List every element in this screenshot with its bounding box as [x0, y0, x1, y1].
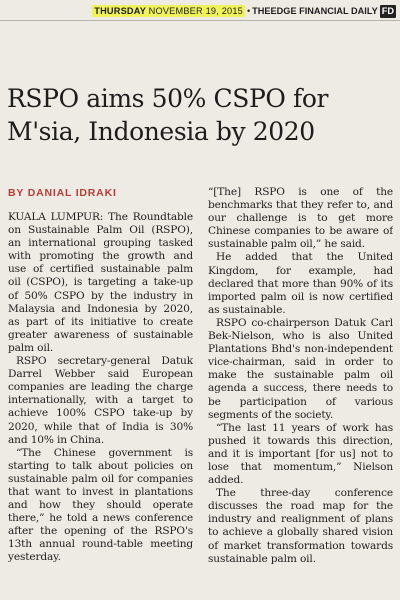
- publication-logo-badge: FD: [379, 5, 396, 18]
- article-paragraph: “The last 11 years of work has pushed it…: [208, 421, 393, 487]
- article-byline: BY DANIAL IDRAKI: [8, 187, 117, 199]
- article-paragraph: RSPO secretary-general Datuk Darrel Webb…: [8, 355, 193, 446]
- article-paragraph: The three-day conference discusses the r…: [208, 487, 393, 565]
- masthead-publication: THEEDGE FINANCIAL DAILY: [252, 6, 378, 16]
- article-column-left: BY DANIAL IDRAKI KUALA LUMPUR: The Round…: [8, 186, 193, 600]
- masthead-date-highlight: THURSDAY NOVEMBER 19, 2015: [92, 5, 245, 17]
- masthead-separator: •: [246, 6, 251, 16]
- article-headline: RSPO aims 50% CSPO for M'sia, Indonesia …: [7, 84, 329, 146]
- masthead-date: NOVEMBER 19, 2015: [148, 6, 243, 16]
- article-paragraph: RSPO co-chairperson Datuk Carl Bek-Niels…: [208, 316, 393, 421]
- masthead-day: THURSDAY: [94, 6, 147, 16]
- article-column-right: “[The] RSPO is one of the benchmarks tha…: [208, 186, 393, 600]
- article-paragraph: “The Chinese government is starting to t…: [8, 446, 193, 564]
- article-paragraph: He added that the United Kingdom, for ex…: [208, 251, 393, 316]
- masthead-rule: [0, 20, 400, 21]
- masthead: THURSDAY NOVEMBER 19, 2015 • THEEDGE FINAN…: [6, 5, 396, 18]
- article-paragraph: “[The] RSPO is one of the benchmarks tha…: [208, 186, 393, 251]
- article-paragraph: KUALA LUMPUR: The Roundtable on Sustaina…: [8, 211, 193, 354]
